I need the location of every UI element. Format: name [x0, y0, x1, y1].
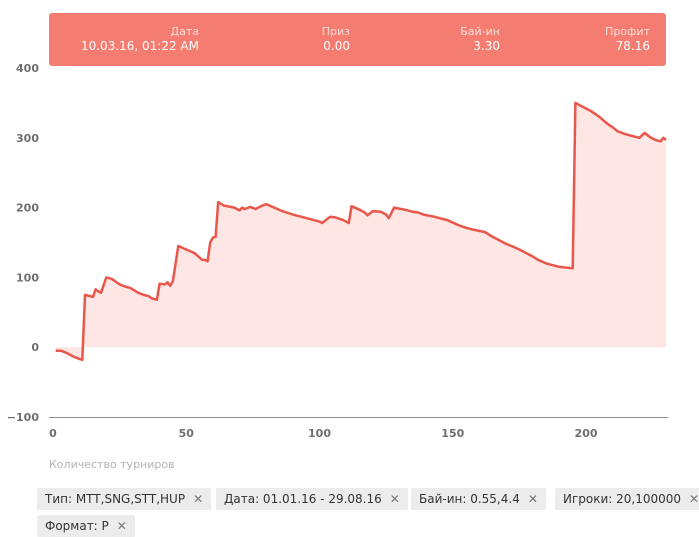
- profit-chart: 400 300 200 100 0 −100 0 50 100 150 200 Количеств…: [7, 62, 668, 471]
- x-tick-label: 150: [441, 427, 464, 440]
- x-tick-label: 0: [49, 427, 57, 440]
- tooltip-buyin-label: Бай-ин: [460, 25, 500, 38]
- tooltip-buyin-value: 3.30: [473, 39, 500, 53]
- x-axis: 0 50 100 150 200: [49, 417, 668, 440]
- filter-chip-players: Игроки: 20,100000 ✕: [555, 488, 699, 510]
- filter-chip-date: Дата: 01.01.16 - 29.08.16 ✕: [216, 488, 408, 510]
- x-axis-title: Количество турниров: [49, 458, 175, 471]
- filter-chip-label: Игроки: 20,100000: [563, 492, 682, 506]
- close-icon[interactable]: ✕: [527, 492, 538, 506]
- close-icon[interactable]: ✕: [193, 492, 204, 506]
- tooltip-prize-value: 0.00: [323, 39, 350, 53]
- tooltip-profit-label: Профит: [605, 25, 650, 38]
- y-axis: 400 300 200 100 0 −100: [7, 62, 40, 424]
- filter-chip-type: Тип: MTT,SNG,STT,HUP ✕: [37, 488, 212, 510]
- x-tick-label: 200: [575, 427, 598, 440]
- profit-line[interactable]: [55, 101, 667, 362]
- y-tick-label: 0: [31, 341, 39, 354]
- filter-chip-label: Формат: P: [45, 519, 109, 533]
- x-tick-label: 100: [308, 427, 331, 440]
- filter-chip-label: Тип: MTT,SNG,STT,HUP: [45, 492, 186, 506]
- filter-chip-label: Бай-ин: 0.55,4.4: [419, 492, 520, 506]
- y-tick-label: 300: [16, 132, 39, 145]
- filter-chip-buyin: Бай-ин: 0.55,4.4 ✕: [411, 488, 546, 510]
- close-icon[interactable]: ✕: [389, 492, 400, 506]
- filter-chip-label: Дата: 01.01.16 - 29.08.16: [224, 492, 382, 506]
- y-tick-label: 100: [16, 271, 39, 284]
- profit-area-fill: [55, 102, 666, 360]
- tooltip-prize-label: Приз: [321, 25, 350, 38]
- close-icon[interactable]: ✕: [689, 492, 699, 506]
- y-tick-label: 200: [16, 202, 39, 215]
- chart-canvas: 400 300 200 100 0 −100 0 50 100 150 200: [7, 62, 668, 440]
- tooltip-date-value: 10.03.16, 01:22 AM: [80, 39, 199, 53]
- filter-chip-format: Формат: P ✕: [37, 515, 135, 537]
- tooltip-profit-value: 78.16: [615, 39, 650, 53]
- chart-tooltip: Дата 10.03.16, 01:22 AM Приз 0.00 Бай-ин…: [49, 13, 666, 66]
- x-tick-label: 50: [179, 427, 195, 440]
- close-icon[interactable]: ✕: [116, 519, 127, 533]
- tooltip-date-label: Дата: [170, 25, 199, 38]
- y-tick-label: −100: [7, 411, 40, 424]
- y-tick-label: 400: [16, 62, 39, 75]
